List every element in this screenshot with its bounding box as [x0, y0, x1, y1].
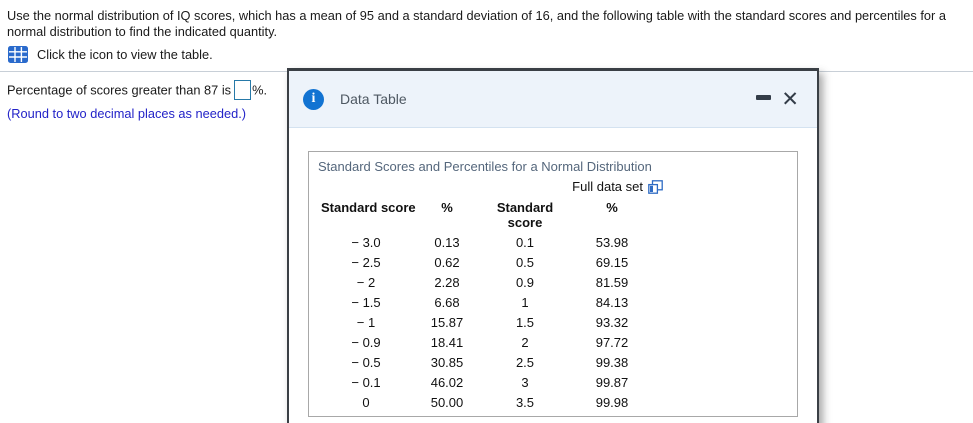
- table-cell: − 2: [356, 275, 376, 290]
- col-header-percent-2: %: [606, 200, 618, 215]
- table-cell: 69.15: [595, 255, 629, 270]
- answer-prefix-text: Percentage of scores greater than 87 is: [7, 82, 232, 98]
- table-cell: 2: [521, 335, 529, 350]
- dialog-title: Data Table: [340, 91, 407, 107]
- table-cell: − 0.5: [351, 355, 381, 370]
- table-row: − 0.1 46.02 3 99.87: [321, 373, 657, 393]
- table-header-row: Standard score % Standard score %: [321, 200, 657, 233]
- table-icon-row: Click the icon to view the table.: [7, 46, 969, 63]
- table-cell: 53.98: [595, 235, 629, 250]
- table-cell: 84.13: [595, 295, 629, 310]
- table-cell: 93.32: [595, 315, 629, 330]
- full-data-set-popup-icon[interactable]: [648, 179, 663, 194]
- table-cell: − 3.0: [351, 235, 381, 250]
- table-row: − 1.5 6.68 1 84.13: [321, 293, 657, 313]
- table-cell: 2.28: [434, 275, 460, 290]
- table-cell: 3: [521, 375, 529, 390]
- info-icon: i: [303, 88, 324, 110]
- table-cell: 81.59: [595, 275, 629, 290]
- window-buttons: ✕: [756, 89, 799, 110]
- table-cell: 46.02: [430, 375, 464, 390]
- data-table-body: − 3.0 0.13 0.1 53.98 − 2.5 0.62 0.5 69.15 − 2 2.2…: [321, 233, 657, 413]
- standard-scores-table: Standard score % Standard score % − 3.0 0…: [321, 200, 657, 413]
- table-cell: 3.5: [515, 395, 535, 410]
- round-note: (Round to two decimal places as needed.): [7, 106, 247, 121]
- table-cell: − 1.5: [351, 295, 381, 310]
- table-row: 0 50.00 3.5 99.98: [321, 393, 657, 413]
- table-cell: − 0.9: [351, 335, 381, 350]
- table-cell: 99.38: [595, 355, 629, 370]
- col-header-standard-score-1: Standard score: [321, 200, 416, 215]
- answer-line: Percentage of scores greater than 87 is%…: [7, 80, 285, 102]
- icon-instruction-text: Click the icon to view the table.: [37, 47, 213, 62]
- table-cell: 2.5: [515, 355, 535, 370]
- table-cell: 0.62: [434, 255, 460, 270]
- table-cell: 0.9: [515, 275, 535, 290]
- question-area: Use the normal distribution of IQ scores…: [0, 0, 973, 63]
- answer-area: Percentage of scores greater than 87 is%…: [7, 80, 285, 121]
- table-cell: 1.5: [515, 315, 535, 330]
- table-cell: 99.87: [595, 375, 629, 390]
- close-icon[interactable]: ✕: [781, 87, 799, 111]
- table-cell: 18.41: [430, 335, 464, 350]
- table-cell: 30.85: [430, 355, 464, 370]
- data-table-title: Standard Scores and Percentiles for a No…: [318, 159, 652, 174]
- table-cell: 6.68: [434, 295, 460, 310]
- answer-input[interactable]: [234, 80, 252, 100]
- table-row: − 0.5 30.85 2.5 99.38: [321, 353, 657, 373]
- table-cell: 50.00: [430, 395, 464, 410]
- col-header-percent-1: %: [441, 200, 453, 215]
- table-row: − 2 2.28 0.9 81.59: [321, 273, 657, 293]
- table-row: − 3.0 0.13 0.1 53.98: [321, 233, 657, 253]
- table-cell: 0.5: [515, 255, 535, 270]
- data-table-box: Standard Scores and Percentiles for a No…: [308, 151, 798, 417]
- table-row: − 1 15.87 1.5 93.32: [321, 313, 657, 333]
- table-cell: 1: [521, 295, 529, 310]
- answer-suffix-text: %.: [252, 82, 268, 98]
- table-cell: 15.87: [430, 315, 464, 330]
- table-icon[interactable]: [8, 46, 28, 63]
- table-cell: − 1: [356, 315, 376, 330]
- table-row: − 2.5 0.62 0.5 69.15: [321, 253, 657, 273]
- question-text: Use the normal distribution of IQ scores…: [7, 8, 946, 39]
- table-cell: 0: [362, 395, 370, 410]
- table-cell: 0.1: [515, 235, 535, 250]
- dialog-header[interactable]: i Data Table ✕: [289, 71, 817, 128]
- table-cell: 99.98: [595, 395, 629, 410]
- col-header-standard-score-2: Standard score: [496, 200, 554, 230]
- minimize-icon[interactable]: [756, 94, 772, 100]
- full-data-set-label: Full data set: [572, 179, 643, 194]
- table-cell: − 2.5: [351, 255, 381, 270]
- table-cell: − 0.1: [351, 375, 381, 390]
- table-row: − 0.9 18.41 2 97.72: [321, 333, 657, 353]
- table-cell: 0.13: [434, 235, 460, 250]
- full-data-set-row: Full data set: [309, 178, 663, 195]
- data-table-dialog: i Data Table ✕ Standard Scores and Perce…: [287, 68, 819, 423]
- table-cell: 97.72: [595, 335, 629, 350]
